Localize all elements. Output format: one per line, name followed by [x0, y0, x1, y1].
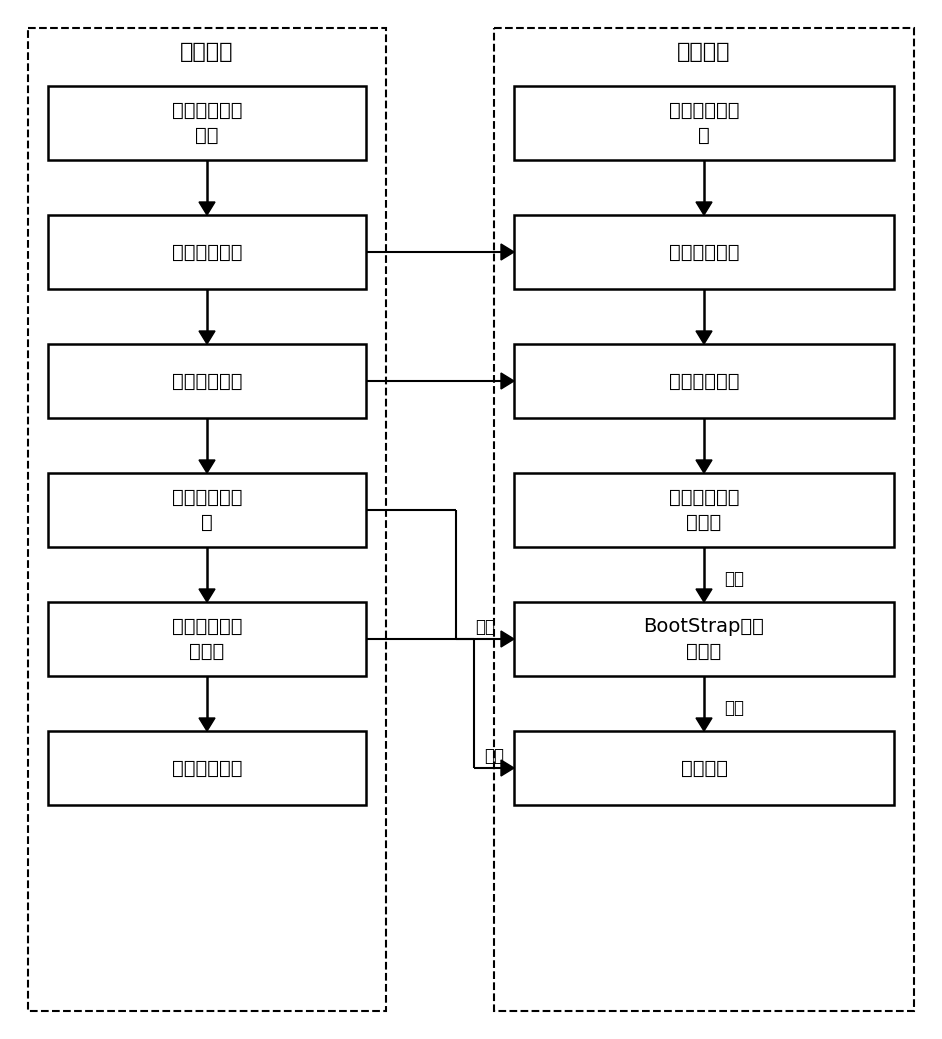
Text: 工况阈值限划
定: 工况阈值限划 定 [171, 488, 242, 532]
Polygon shape [501, 760, 514, 776]
Polygon shape [501, 373, 514, 389]
Polygon shape [696, 460, 712, 473]
Polygon shape [501, 631, 514, 647]
Text: 离线部分: 离线部分 [180, 42, 234, 62]
Polygon shape [696, 589, 712, 602]
Text: BootStrap置信
度计算: BootStrap置信 度计算 [643, 617, 765, 661]
Polygon shape [696, 202, 712, 215]
Text: 置信度计算触
发条件: 置信度计算触 发条件 [171, 617, 242, 661]
Polygon shape [199, 202, 215, 215]
Text: 超出: 超出 [724, 698, 744, 717]
Bar [514, 215, 894, 289]
Text: 运行工况辨识: 运行工况辨识 [669, 242, 739, 262]
Bar [494, 28, 914, 1011]
Polygon shape [199, 460, 215, 473]
Bar [48, 86, 366, 160]
Bar [514, 731, 894, 805]
Bar [48, 473, 366, 547]
Text: 比对: 比对 [475, 618, 495, 636]
Text: 预警指标设定: 预警指标设定 [171, 758, 242, 777]
Bar [48, 215, 366, 289]
Polygon shape [501, 244, 514, 260]
Polygon shape [696, 331, 712, 344]
Polygon shape [696, 718, 712, 731]
Bar [48, 602, 366, 676]
Bar [28, 28, 386, 1011]
Polygon shape [199, 718, 215, 731]
Bar [48, 731, 366, 805]
Bar [514, 473, 894, 547]
Polygon shape [199, 331, 215, 344]
Polygon shape [199, 589, 215, 602]
Text: 运行工况划分: 运行工况划分 [171, 372, 242, 391]
Text: 滑动窗口统计
异常率: 滑动窗口统计 异常率 [669, 488, 739, 532]
Text: 比对: 比对 [484, 747, 504, 765]
Text: 在线部分: 在线部分 [677, 42, 731, 62]
Bar [48, 344, 366, 418]
Bar [514, 86, 894, 160]
Text: 超出: 超出 [724, 569, 744, 587]
Text: 数据状态标记: 数据状态标记 [669, 372, 739, 391]
Bar [514, 344, 894, 418]
Text: 故障预警: 故障预警 [680, 758, 727, 777]
Text: 实时数据预处
理: 实时数据预处 理 [669, 102, 739, 144]
Bar [514, 602, 894, 676]
Text: 历史数据特征
提取: 历史数据特征 提取 [171, 102, 242, 144]
Text: 综合性能评估: 综合性能评估 [171, 242, 242, 262]
